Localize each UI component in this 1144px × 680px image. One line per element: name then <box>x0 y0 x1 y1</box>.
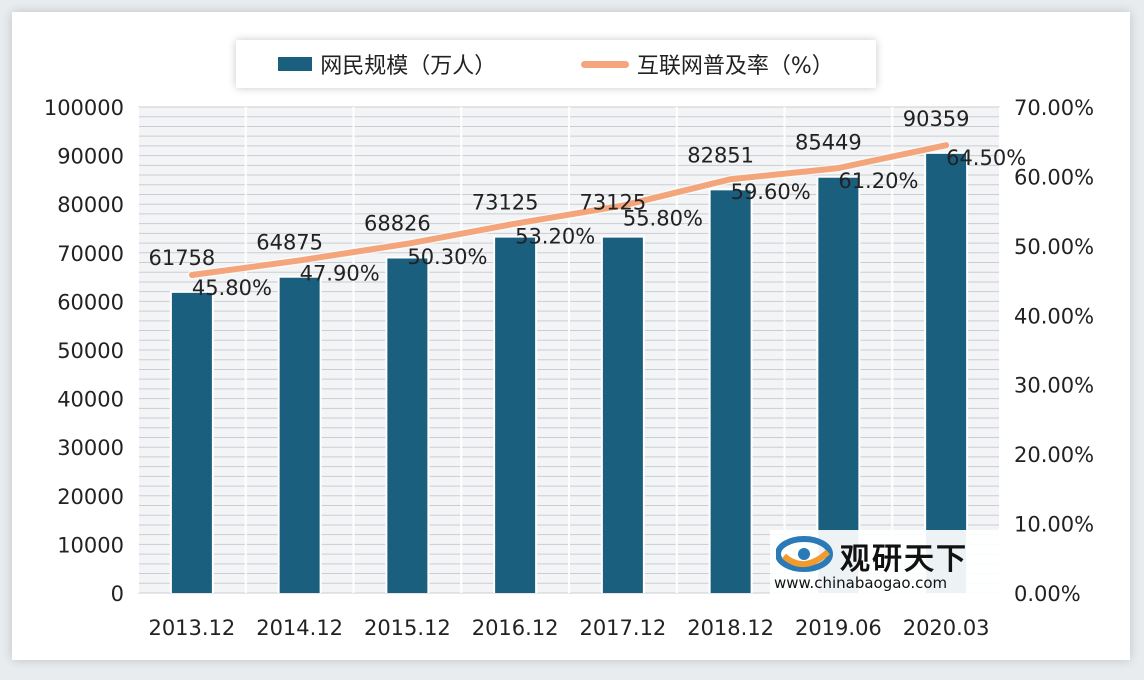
bar <box>818 177 859 593</box>
x-axis-tick-label: 2013.12 <box>148 616 235 640</box>
line-data-label: 64.50% <box>946 146 1026 170</box>
bar-data-label: 61758 <box>148 246 215 270</box>
x-axis-tick-label: 2014.12 <box>256 616 343 640</box>
x-axis-tick-label: 2016.12 <box>472 616 559 640</box>
bar <box>387 258 428 593</box>
right-axis-tick-label: 30.00% <box>1014 374 1094 398</box>
right-axis-tick-label: 60.00% <box>1014 165 1094 189</box>
line-data-label: 45.80% <box>192 276 272 300</box>
right-axis-tick-label: 20.00% <box>1014 443 1094 467</box>
bar <box>710 190 751 593</box>
left-axis-tick-label: 40000 <box>57 388 124 412</box>
legend-swatch-bar <box>278 57 313 71</box>
right-axis-tick-label: 10.00% <box>1014 513 1094 537</box>
left-axis-tick-label: 80000 <box>57 193 124 217</box>
left-axis-tick-label: 90000 <box>57 145 124 169</box>
bar <box>602 237 643 594</box>
line-data-label: 53.20% <box>515 225 595 249</box>
line-data-label: 47.90% <box>300 261 380 285</box>
bar-data-label: 64875 <box>256 231 323 255</box>
bar-data-label: 90359 <box>903 107 970 131</box>
right-axis-tick-label: 40.00% <box>1014 304 1094 328</box>
left-axis-tick-label: 70000 <box>57 242 124 266</box>
legend-label-users: 网民规模（万人） <box>320 54 497 79</box>
chart-frame: 0 10000 20000 30000 40000 50000 60000 70000 8000… <box>12 12 1130 660</box>
x-axis-tick-label: 2019.06 <box>795 616 882 640</box>
left-axis-tick-label: 60000 <box>57 290 124 314</box>
legend-swatch-line <box>580 60 629 68</box>
bar <box>171 292 212 593</box>
bar-data-label: 85449 <box>795 131 862 155</box>
left-axis-tick-label: 100000 <box>44 96 124 120</box>
x-axis-tick-label: 2018.12 <box>687 616 774 640</box>
right-axis-tick-label: 70.00% <box>1014 96 1094 120</box>
right-axis-tick-label: 50.00% <box>1014 235 1094 259</box>
combo-chart: 0 10000 20000 30000 40000 50000 60000 70000 8000… <box>44 96 1094 640</box>
left-axis-tick-label: 50000 <box>57 339 124 363</box>
left-axis-tick-label: 0 <box>111 582 124 606</box>
legend-item-users: 网民规模（万人） <box>278 48 496 80</box>
right-axis-tick-label: 0.00% <box>1014 582 1081 606</box>
legend-label-penetration: 互联网普及率（%） <box>636 54 834 79</box>
legend-item-penetration: 互联网普及率（%） <box>580 48 834 80</box>
line-data-label: 50.30% <box>407 245 487 269</box>
watermark-name: 观研天下 <box>840 542 968 577</box>
left-axis-tick-label: 20000 <box>57 485 124 509</box>
bar <box>495 237 536 594</box>
chart-legend: 网民规模（万人） 互联网普及率（%） <box>236 40 876 88</box>
x-axis-tick-label: 2015.12 <box>364 616 451 640</box>
line-data-label: 59.60% <box>731 180 811 204</box>
line-data-label: 55.80% <box>623 207 703 231</box>
bar <box>279 277 320 593</box>
watermark-logo-icon <box>776 536 833 572</box>
line-data-label: 61.20% <box>838 169 918 193</box>
bar-data-label: 68826 <box>364 212 431 236</box>
bar <box>926 153 967 593</box>
x-axis-tick-label: 2020.03 <box>903 616 990 640</box>
bar-data-label: 73125 <box>579 191 646 215</box>
watermark: 观研天下 www.chinabaogao.com <box>770 530 1010 596</box>
x-axis-tick-label: 2017.12 <box>579 616 666 640</box>
penetration-line <box>188 142 950 279</box>
bar-data-label: 73125 <box>472 191 539 215</box>
bar-data-label: 82851 <box>687 143 754 167</box>
left-axis-tick-label: 30000 <box>57 436 124 460</box>
left-axis-tick-label: 10000 <box>57 533 124 557</box>
watermark-url: www.chinabaogao.com <box>774 574 948 592</box>
